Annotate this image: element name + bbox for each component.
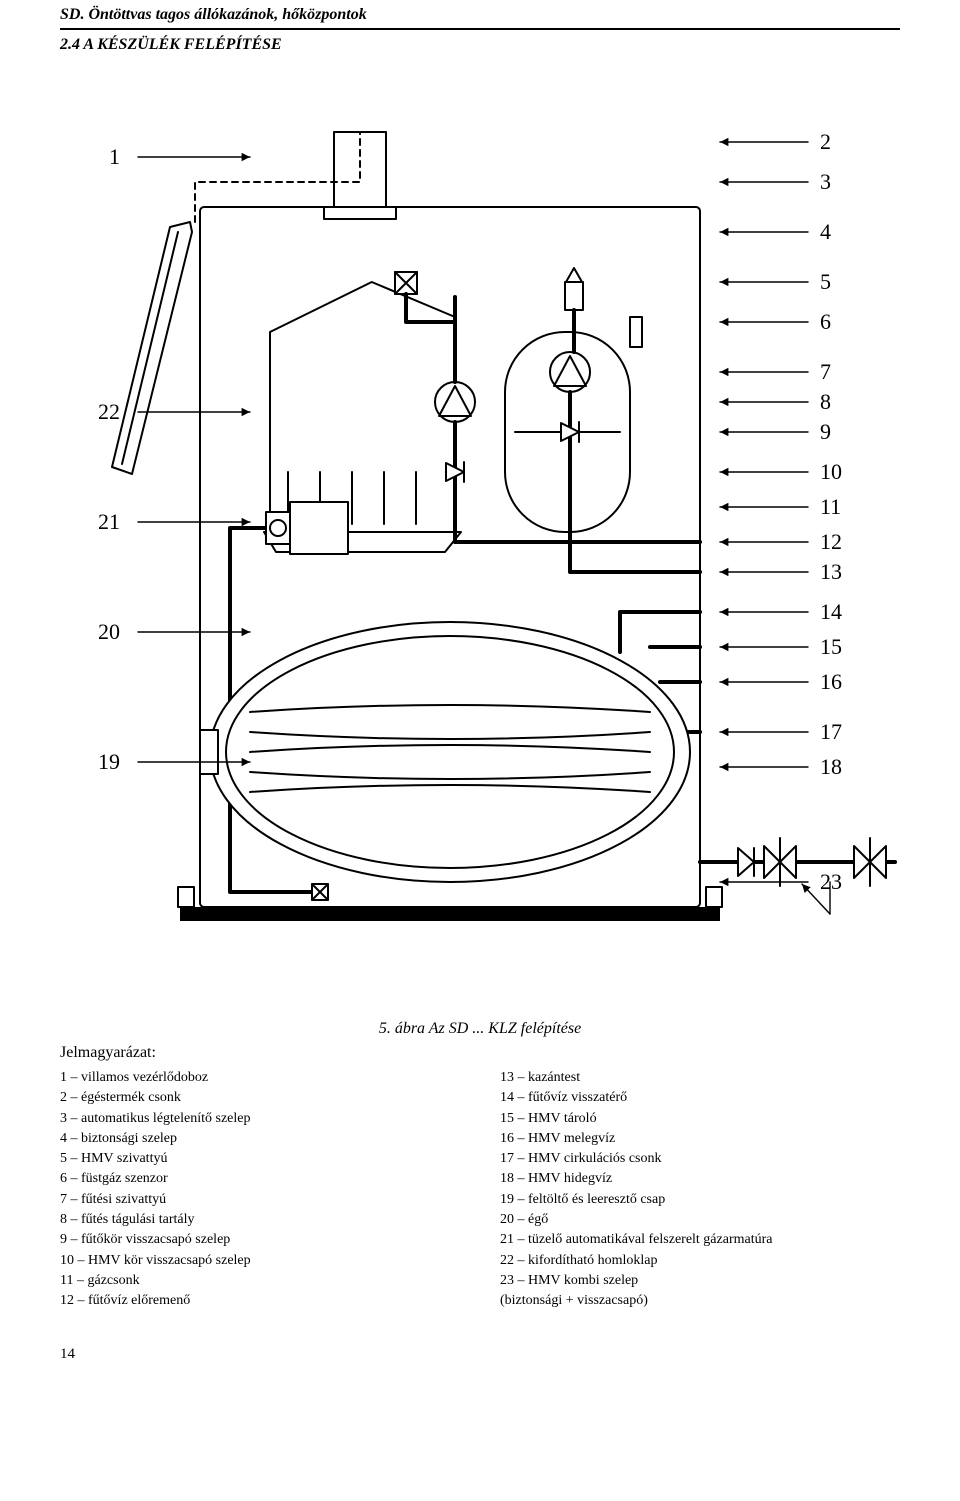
svg-text:19: 19: [98, 749, 120, 774]
legend-item: 1 – villamos vezérlődoboz: [60, 1068, 460, 1088]
svg-text:11: 11: [820, 494, 841, 519]
svg-text:7: 7: [820, 359, 831, 384]
legend-column-left: 1 – villamos vezérlődoboz2 – égéstermék …: [60, 1068, 460, 1312]
figure-caption: 5. ábra Az SD ... KLZ felépítése: [60, 1020, 900, 1038]
legend-item: 21 – tüzelő automatikával felszerelt gáz…: [500, 1230, 900, 1250]
svg-text:8: 8: [820, 389, 831, 414]
legend-item: 12 – fűtővíz előremenő: [60, 1291, 460, 1311]
svg-text:23: 23: [820, 869, 842, 894]
svg-text:20: 20: [98, 619, 120, 644]
legend-item: 14 – fűtővíz visszatérő: [500, 1088, 900, 1108]
legend-item: 3 – automatikus légtelenítő szelep: [60, 1109, 460, 1129]
running-head: SD. Öntöttvas tagos állókazánok, hőközpo…: [60, 0, 900, 30]
svg-text:3: 3: [820, 169, 831, 194]
legend-item: 2 – égéstermék csonk: [60, 1088, 460, 1108]
legend-item: 23 – HMV kombi szelep: [500, 1271, 900, 1291]
legend-item: 6 – füstgáz szenzor: [60, 1169, 460, 1189]
svg-text:10: 10: [820, 459, 842, 484]
legend-item: 18 – HMV hidegvíz: [500, 1169, 900, 1189]
legend-item: 11 – gázcsonk: [60, 1271, 460, 1291]
legend-title: Jelmagyarázat:: [60, 1044, 900, 1062]
svg-text:5: 5: [820, 269, 831, 294]
svg-text:4: 4: [820, 219, 831, 244]
legend-item: 5 – HMV szivattyú: [60, 1149, 460, 1169]
svg-text:17: 17: [820, 719, 842, 744]
figure: 1222120192345678910111213141516171823: [60, 72, 900, 1012]
svg-text:21: 21: [98, 509, 120, 534]
legend-item: 16 – HMV melegvíz: [500, 1129, 900, 1149]
legend-item: 15 – HMV tároló: [500, 1109, 900, 1129]
svg-text:6: 6: [820, 309, 831, 334]
legend-item: 9 – fűtőkör visszacsapó szelep: [60, 1230, 460, 1250]
legend-item: (biztonsági + visszacsapó): [500, 1291, 900, 1311]
diagram-svg: 1222120192345678910111213141516171823: [60, 72, 900, 1012]
legend-item: 8 – fűtés tágulási tartály: [60, 1210, 460, 1230]
svg-text:13: 13: [820, 559, 842, 584]
svg-text:15: 15: [820, 634, 842, 659]
svg-text:9: 9: [820, 419, 831, 444]
svg-text:1: 1: [109, 144, 120, 169]
svg-text:22: 22: [98, 399, 120, 424]
legend-item: 20 – égő: [500, 1210, 900, 1230]
svg-text:14: 14: [820, 599, 842, 624]
legend-column-right: 13 – kazántest14 – fűtővíz visszatérő15 …: [500, 1068, 900, 1312]
legend-item: 10 – HMV kör visszacsapó szelep: [60, 1251, 460, 1271]
section-title: 2.4 A KÉSZÜLÉK FELÉPÍTÉSE: [60, 36, 900, 54]
svg-text:12: 12: [820, 529, 842, 554]
svg-text:16: 16: [820, 669, 842, 694]
legend-item: 13 – kazántest: [500, 1068, 900, 1088]
legend-item: 22 – kifordítható homloklap: [500, 1251, 900, 1271]
legend-item: 19 – feltöltő és leeresztő csap: [500, 1190, 900, 1210]
legend-item: 4 – biztonsági szelep: [60, 1129, 460, 1149]
legend-item: 17 – HMV cirkulációs csonk: [500, 1149, 900, 1169]
running-head-left: SD. Öntöttvas tagos állókazánok, hőközpo…: [60, 6, 367, 24]
svg-text:18: 18: [820, 754, 842, 779]
legend: 1 – villamos vezérlődoboz2 – égéstermék …: [60, 1068, 900, 1312]
svg-text:2: 2: [820, 129, 831, 154]
legend-item: 7 – fűtési szivattyú: [60, 1190, 460, 1210]
page-number: 14: [60, 1346, 900, 1363]
